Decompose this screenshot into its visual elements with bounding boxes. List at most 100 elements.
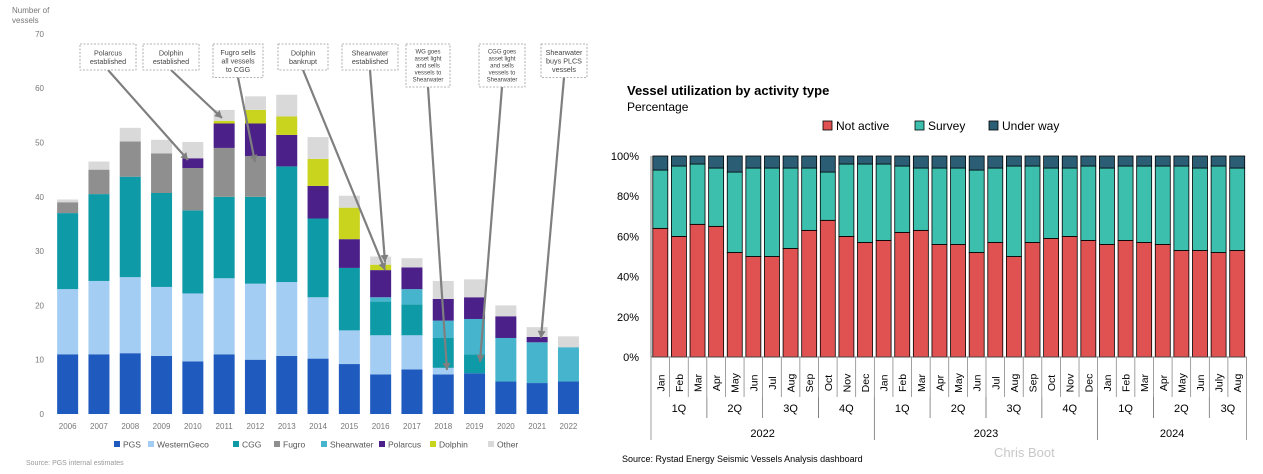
bar-segment-not-active [652, 227, 669, 358]
quarter-label: 3Q [1221, 403, 1236, 415]
left-legend: PGS WesternGeco CGG Fugro Shearwater Polarcus… [114, 440, 518, 450]
left-ytick-label: 20 [35, 301, 44, 310]
bar-segment-other [213, 109, 235, 121]
bar-segment-other [307, 137, 329, 159]
legend-swatch [988, 120, 999, 131]
bar-segment-survey [1229, 167, 1246, 251]
bar-segment-other [557, 336, 579, 348]
quarter-label: 1Q [672, 403, 687, 415]
bar-segment-under-way [652, 155, 669, 171]
annotation-text: Fugro sells [220, 48, 256, 57]
bar-segment-under-way [1024, 155, 1041, 167]
bar-segment-pgs [151, 355, 173, 414]
bar-segment-westerngeco [119, 277, 141, 354]
bar-segment-pgs [464, 373, 486, 414]
annotation-text: and sells [416, 64, 440, 70]
left-xtick-label: 2017 [403, 422, 421, 431]
right-xtick-label: July [1214, 373, 1226, 392]
annotation-text: all vessels [221, 57, 255, 66]
bar-segment-pgs [182, 361, 204, 414]
right-title: Vessel utilization by activity type [627, 83, 829, 98]
annotation-arrow [170, 69, 223, 119]
left-xtick-label: 2016 [372, 422, 390, 431]
bar-segment-survey [819, 171, 836, 221]
bar-segment-survey [1154, 165, 1171, 245]
bar-segment-not-active [1229, 250, 1246, 358]
bar-segment-cgg [338, 267, 360, 331]
left-ytick-label: 60 [35, 84, 44, 93]
bar-segment-other [401, 258, 423, 268]
right-xtick-label: Feb [1121, 374, 1133, 392]
bar-segment-other [276, 94, 298, 117]
bar-segment-not-active [838, 235, 855, 358]
left-ylabel-line2: vessels [12, 16, 39, 25]
bar-segment-survey [1192, 167, 1208, 251]
right-source: Source: Rystad Energy Seismic Vessels An… [622, 454, 863, 464]
left-ytick-label: 50 [35, 139, 44, 148]
legend-swatch [321, 441, 327, 447]
bar-segment-survey [1005, 165, 1022, 257]
right-xtick-label: Mar [1139, 373, 1151, 392]
bar-segment-survey [671, 165, 687, 237]
bar-segment-survey [689, 163, 706, 225]
right-xtick-label: Apr [934, 374, 946, 391]
bar-segment-pgs [88, 354, 110, 414]
left-xtick-label: 2007 [90, 422, 108, 431]
left-x-axis: 2006 2007 2008 2009 2010 2011 2012 2013 2014 2015… [59, 422, 578, 431]
bar-segment-under-way [1136, 155, 1153, 167]
bar-segment-other [182, 141, 204, 159]
bar-segment-fugro [119, 141, 141, 177]
left-xtick-label: 2022 [560, 422, 578, 431]
bar-segment-not-active [912, 229, 929, 358]
right-bars [652, 155, 1246, 358]
annotation-text: buys PLCS [546, 57, 582, 66]
left-ylabel-line1: Number of [12, 6, 50, 15]
right-legend: Not active Survey Under way [822, 119, 1059, 133]
right-ytick-label: 100% [611, 151, 639, 163]
bar-segment-under-way [726, 155, 743, 173]
bar-segment-westerngeco [57, 289, 79, 355]
bar-segment-survey [1210, 165, 1227, 253]
bar-segment-pgs [557, 381, 579, 414]
left-ytick-label: 10 [35, 356, 44, 365]
right-xtick-label: Dec [860, 374, 872, 393]
bar-segment-not-active [1005, 256, 1022, 358]
bar-segment-other [338, 195, 360, 208]
right-xtick-label: Jun [748, 374, 760, 391]
bar-segment-not-active [1061, 235, 1078, 358]
bar-segment-pgs [244, 359, 266, 414]
bar-segment-pgs [213, 354, 235, 414]
quarter-label: 2Q [1174, 403, 1189, 415]
annotation-text: established [90, 57, 126, 66]
legend-swatch [114, 441, 120, 447]
annotation-text: Shearwater [413, 78, 444, 84]
right-xtick-label: Mar [693, 373, 705, 392]
bar-segment-under-way [819, 155, 836, 173]
bar-segment-under-way [1043, 155, 1060, 169]
legend-swatch [274, 441, 280, 447]
bar-segment-survey [801, 167, 818, 231]
bar-segment-westerngeco [338, 330, 360, 365]
right-xtick-label: Jan [879, 374, 891, 391]
right-xtick-label: Nov [1065, 373, 1077, 392]
bar-segment-fugro [182, 168, 204, 211]
bar-segment-survey [987, 167, 1004, 243]
annotation-text: established [153, 57, 189, 66]
bar-segment-under-way [1099, 155, 1115, 169]
bar-segment-survey [1061, 167, 1078, 237]
bar-segment-pgs [307, 358, 329, 414]
left-ytick-label: 40 [35, 193, 44, 202]
left-xtick-label: 2011 [216, 422, 234, 431]
right-ytick-label: 40% [617, 272, 639, 284]
legend-label: Under way [1002, 119, 1059, 133]
annotation-text: Dolphin [291, 49, 315, 58]
bar-segment-fugro [244, 156, 266, 197]
bar-segment-not-active [875, 240, 892, 358]
bar-segment-not-active [1136, 242, 1153, 358]
